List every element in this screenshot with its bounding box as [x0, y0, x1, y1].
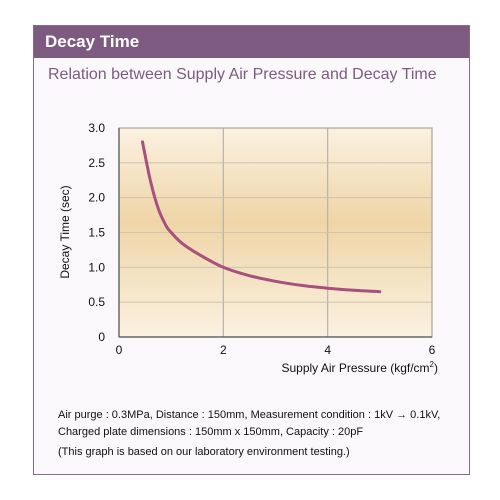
axes	[118, 127, 433, 338]
chart-subtitle: Relation between Supply Air Pressure and…	[48, 66, 437, 83]
note-line-disclaimer: (This graph is based on our laboratory e…	[58, 446, 350, 458]
x-axis-label-sup: 2	[430, 360, 435, 369]
x-tick-label: 4	[324, 343, 331, 357]
note-line-dimensions: Charged plate dimensions : 150mm x 150mm…	[58, 426, 364, 438]
x-axis-label-main: Supply Air Pressure (kgf/cm	[281, 361, 429, 375]
y-axis-label: Decay Time (sec)	[58, 185, 72, 278]
y-tick-label: 1.5	[88, 226, 105, 240]
y-tick-label: 2.0	[88, 191, 105, 205]
tick-labels: 0 0.5 1.0 1.5 2.0 2.5 3.0 0 2 4 6	[88, 121, 435, 357]
x-tick-label: 6	[429, 343, 436, 357]
x-axis-label-end: )	[434, 361, 438, 375]
y-tick-label: 1.0	[88, 260, 105, 274]
note-line-conditions: Air purge : 0.3MPa, Distance : 150mm, Me…	[58, 409, 441, 421]
panel-header: Decay Time	[34, 26, 469, 58]
series-layer	[141, 140, 382, 294]
y-tick-label: 0	[98, 330, 105, 344]
y-tick-label: 2.5	[88, 156, 105, 170]
x-tick-label: 2	[220, 343, 227, 357]
series-line-decay-time	[141, 140, 382, 294]
x-tick-label: 0	[116, 343, 123, 357]
y-tick-label: 3.0	[88, 121, 105, 135]
chart-notes: Air purge : 0.3MPa, Distance : 150mm, Me…	[58, 407, 440, 461]
y-tick-label: 0.5	[88, 295, 105, 309]
x-axis-label: Supply Air Pressure (kgf/cm2)	[281, 360, 438, 375]
